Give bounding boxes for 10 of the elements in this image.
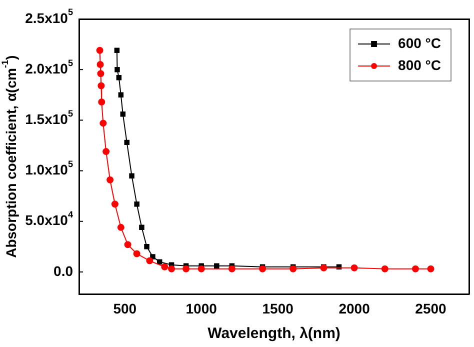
x-axis-title: Wavelength, λ(nm) [208,325,340,342]
x-tick-label: 1000 [186,300,218,316]
x-tick-label: 2500 [415,300,447,316]
legend-label: 600 °C [398,34,442,51]
y-tick-label: 0.0 [54,262,74,279]
x-tick-label: 1500 [262,300,294,316]
x-tick-label: 500 [113,300,137,316]
legend-label: 800 °C [398,56,442,73]
x-tick-label: 2000 [338,300,370,316]
y-axis-title: Absorption coefficient, α(cm-1) [0,55,19,258]
